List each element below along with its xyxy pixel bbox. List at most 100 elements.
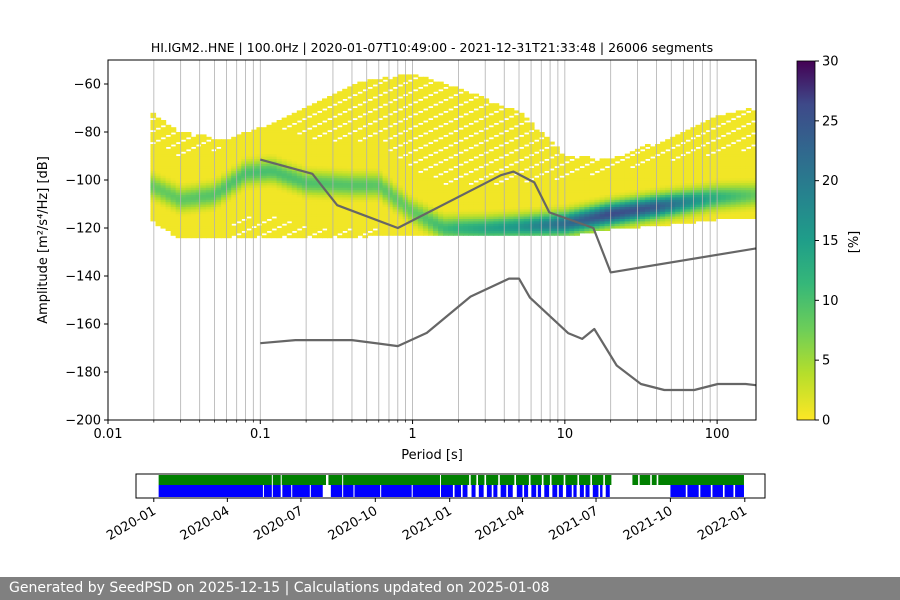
heatmap-cell [337,153,343,157]
heatmap-cell [205,208,212,212]
heatmap-cell [251,170,258,174]
heatmap-cell [599,208,606,212]
heatmap-cell [261,165,268,169]
heatmap-cell [700,175,707,179]
heatmap-cell [195,230,202,234]
heatmap-cell [377,163,384,167]
heatmap-cell [276,136,283,140]
heatmap-cell [695,216,702,219]
heatmap-cell [458,208,464,212]
heatmap-cell [281,117,288,121]
heatmap-cell [306,146,313,150]
heatmap-cell [261,206,268,210]
heatmap-cell [392,187,399,191]
heatmap-cell [160,165,167,169]
heatmap-cell [533,204,540,207]
heatmap-cell [705,151,712,155]
heatmap-cell [372,93,379,97]
heatmap-cell [367,218,374,222]
heatmap-cell [599,218,606,222]
heatmap-cell [316,189,323,193]
heatmap-cell [539,204,545,207]
heatmap-cell [377,182,384,186]
heatmap-cell [185,196,192,200]
heatmap-cell [231,158,237,162]
heatmap-cell [604,175,611,179]
heatmap-cell [518,192,525,195]
heatmap-cell [614,189,621,193]
heatmap-cell [493,141,500,145]
heatmap-cell [448,115,454,119]
heatmap-cell [362,117,369,121]
heatmap-cell [594,213,601,217]
heatmap-cell [655,194,661,198]
heatmap-cell [619,156,626,159]
heatmap-cell [296,182,303,186]
heatmap-cell [387,81,394,85]
heatmap-cell [296,220,303,224]
heatmap-cell [594,182,601,186]
heatmap-cell [337,220,343,224]
heatmap-cell [463,196,469,200]
heatmap-cell [407,144,414,147]
heatmap-cell [705,211,712,215]
heatmap-cell [392,79,399,83]
heatmap-cell [311,163,318,167]
heatmap-cell [655,151,661,155]
heatmap-cell [554,194,560,198]
heatmap-cell [448,122,454,126]
heatmap-cell [332,153,338,157]
heatmap-cell [644,148,651,152]
heatmap-cell [559,170,565,174]
heatmap-cell [327,172,333,176]
heatmap-cell [296,141,303,145]
heatmap-cell [256,204,263,207]
heatmap-cell [246,144,252,147]
heatmap-cell [453,199,459,203]
heatmap-cell [337,170,343,174]
heatmap-cell [473,213,480,217]
heatmap-cell [281,199,288,203]
heatmap-cell [266,235,273,239]
heatmap-cell [382,108,389,111]
heatmap-cell [175,175,182,179]
heatmap-cell [639,192,646,195]
heatmap-cell [266,124,273,128]
heatmap-cell [301,134,308,138]
heatmap-cell [695,213,702,217]
heatmap-cell [155,158,162,162]
heatmap-cell [155,204,162,207]
heatmap-cell [417,115,424,119]
heatmap-cell [443,196,449,200]
heatmap-cell [311,213,318,217]
heatmap-cell [185,151,192,155]
heatmap-cell [675,216,681,219]
heatmap-cell [427,112,434,116]
heatmap-cell [347,204,353,207]
heatmap-cell [463,115,469,119]
heatmap-cell [352,225,358,229]
heatmap-cell [539,201,545,205]
heatmap-cell [523,170,530,174]
heatmap-cell [508,194,515,198]
heatmap-cell [271,208,278,212]
heatmap-cell [261,168,268,171]
heatmap-cell [518,168,525,171]
heatmap-cell [352,184,358,188]
heatmap-cell [382,134,389,138]
heatmap-cell [644,144,651,147]
heatmap-cell [559,189,565,193]
heatmap-cell [301,122,308,126]
heatmap-cell [276,165,283,169]
heatmap-cell [670,211,676,215]
heatmap-cell [357,96,363,99]
heatmap-cell [700,129,707,133]
heatmap-cell [256,216,263,219]
heatmap-cell [175,151,182,155]
heatmap-cell [589,182,596,186]
heatmap-cell [463,153,469,157]
heatmap-cell [453,134,459,138]
heatmap-cell [155,134,162,138]
heatmap-cell [422,196,429,200]
heatmap-cell [170,151,177,155]
